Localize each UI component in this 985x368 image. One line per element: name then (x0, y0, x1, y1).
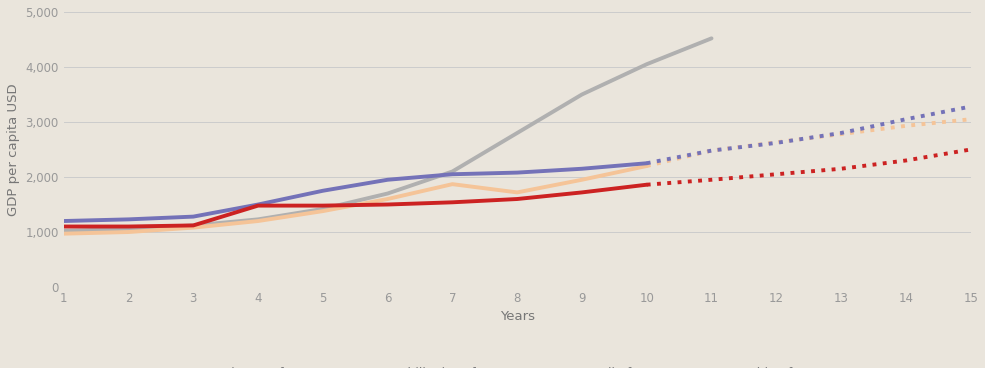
Y-axis label: GDP per capita USD: GDP per capita USD (7, 83, 20, 216)
X-axis label: Years: Years (499, 311, 535, 323)
Legend: Vietnam from 2008, Philippines from 2002, India from 2008, China from 2000: Vietnam from 2008, Philippines from 2002… (176, 362, 858, 368)
